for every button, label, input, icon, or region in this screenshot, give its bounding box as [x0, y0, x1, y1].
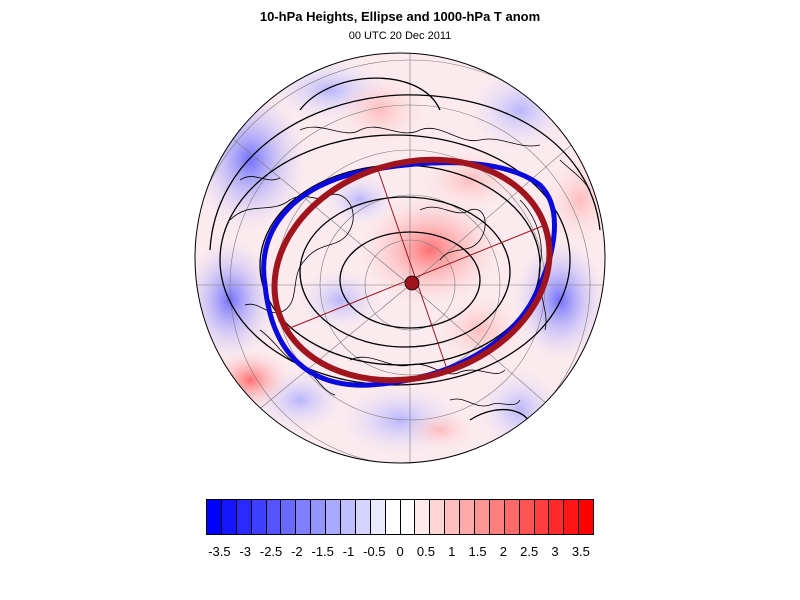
colorbar-cell: [221, 500, 237, 534]
colorbar-cell: [370, 500, 386, 534]
colorbar-cell: [445, 500, 461, 534]
colorbar-tick-label: 2.5: [520, 544, 539, 559]
colorbar-cell: [251, 500, 267, 534]
colorbar-cell: [564, 500, 580, 534]
colorbar-tick-label: -3.5: [208, 544, 231, 559]
colorbar-cell: [460, 500, 476, 534]
colorbar-tick-label: 1.5: [468, 544, 487, 559]
colorbar-cell: [266, 500, 282, 534]
colorbar-tick-label: 1: [448, 544, 456, 559]
colorbar-cell: [400, 500, 416, 534]
colorbar-cell: [519, 500, 535, 534]
colorbar: [206, 499, 594, 535]
colorbar-cell: [385, 500, 401, 534]
colorbar-cell: [415, 500, 431, 534]
colorbar-cell: [534, 500, 550, 534]
colorbar-cell: [207, 500, 222, 534]
colorbar-tick-label: -1.5: [311, 544, 334, 559]
colorbar-tick-label: -0.5: [363, 544, 386, 559]
colorbar-tick-label: 3.5: [571, 544, 590, 559]
colorbar-cell: [326, 500, 342, 534]
colorbar-tick-label: -2: [291, 544, 303, 559]
colorbar-cell: [475, 500, 490, 534]
colorbar-tick-label: -1: [342, 544, 355, 559]
chart-title: 10-hPa Heights, Ellipse and 1000-hPa T a…: [259, 9, 541, 24]
colorbar-cell: [355, 500, 371, 534]
colorbar-cell: [504, 500, 520, 534]
colorbar-tick-label: 3: [551, 544, 559, 559]
colorbar-cell: [549, 500, 565, 534]
ellipse-fit: [271, 156, 553, 384]
colorbar-cell: [311, 500, 327, 534]
colorbar-tick-label: -2.5: [259, 544, 283, 559]
map-border: [194, 52, 606, 464]
colorbar-tick-labels: -3.5 -3 -2.5 -2 -1.5 -1 -0.5 0 0.5 1 1.5 2 2.5 3 3.5: [0, 544, 800, 562]
colorbar-cell: [430, 500, 446, 534]
colorbar-tick-label: 0: [396, 544, 404, 559]
colorbar-cell: [296, 500, 312, 534]
colorbar-tick-label: -3: [239, 544, 252, 559]
blue-height-contour: [261, 160, 557, 388]
colorbar-cell: [341, 500, 356, 534]
colorbar-cell: [489, 500, 505, 534]
colorbar-tick-label: 2: [499, 544, 508, 559]
colorbar-cell: [579, 500, 594, 534]
colorbar-tick-label: 0.5: [416, 544, 435, 559]
chart-subtitle: 00 UTC 20 Dec 2011: [348, 30, 452, 42]
colorbar-cell: [281, 500, 297, 534]
colorbar-cell: [236, 500, 252, 534]
